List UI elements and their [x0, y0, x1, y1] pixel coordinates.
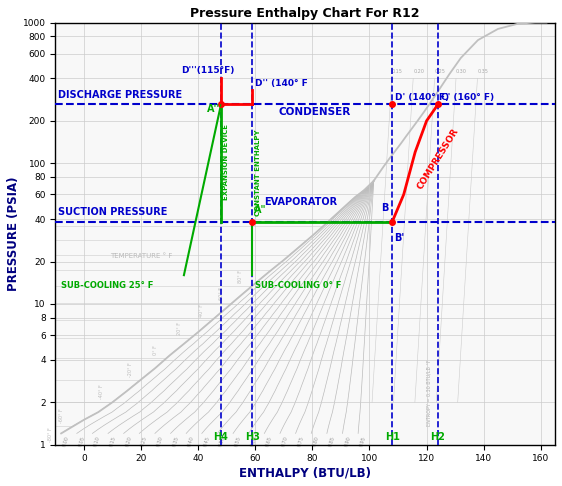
Text: DISCHARGE PRESSURE: DISCHARGE PRESSURE [58, 89, 183, 100]
Text: 0.40: 0.40 [187, 435, 195, 447]
Text: -40° F: -40° F [99, 384, 104, 399]
Text: SUB-COOLING 0° F: SUB-COOLING 0° F [255, 281, 342, 290]
Text: D' (140° F): D' (140° F) [395, 93, 449, 102]
Text: 20° F: 20° F [177, 322, 182, 335]
Text: SUCTION PRESSURE: SUCTION PRESSURE [58, 207, 167, 217]
Text: A''': A''' [207, 104, 223, 114]
Text: 0.20: 0.20 [125, 435, 133, 447]
Text: 0.50: 0.50 [218, 435, 226, 447]
Text: 0.75: 0.75 [297, 435, 305, 447]
Text: B': B' [394, 233, 404, 243]
Text: D'' (140° F: D'' (140° F [255, 79, 308, 88]
Text: 0.25: 0.25 [140, 435, 148, 447]
Text: 0.25: 0.25 [434, 69, 446, 74]
Text: 0.70: 0.70 [281, 435, 289, 447]
Text: D'''(115°F): D'''(115°F) [181, 66, 234, 75]
Text: H4: H4 [214, 432, 229, 442]
Text: H2: H2 [430, 432, 446, 442]
X-axis label: ENTHALPY (BTU/LB): ENTHALPY (BTU/LB) [239, 466, 371, 479]
Text: A": A" [254, 205, 266, 215]
Text: SUB-COOLING 25° F: SUB-COOLING 25° F [61, 281, 153, 290]
Text: H1: H1 [385, 432, 400, 442]
Y-axis label: PRESSURE (PSIA): PRESSURE (PSIA) [7, 176, 20, 291]
Text: CONDENSER: CONDENSER [278, 107, 350, 117]
Text: 0.30: 0.30 [156, 435, 164, 447]
Text: EVAPORATOR: EVAPORATOR [264, 197, 337, 208]
Text: -60° F: -60° F [59, 409, 64, 423]
Text: COMPRESSOR: COMPRESSOR [415, 127, 460, 191]
Text: CONSTANT ENTHALPY: CONSTANT ENTHALPY [255, 130, 261, 216]
Text: 0° F: 0° F [152, 346, 157, 355]
Text: 0.30: 0.30 [456, 69, 467, 74]
Text: 0.35: 0.35 [478, 69, 488, 74]
Text: 0.90: 0.90 [343, 435, 351, 447]
Text: 0.85: 0.85 [328, 435, 336, 447]
Text: 0.35: 0.35 [171, 435, 179, 447]
Text: 0.45: 0.45 [203, 435, 211, 447]
Title: Pressure Enthalpy Chart For R12: Pressure Enthalpy Chart For R12 [191, 7, 420, 20]
Text: EXPANSION DEVICE: EXPANSION DEVICE [223, 124, 229, 200]
Text: TEMPERATURE ° F: TEMPERATURE ° F [110, 253, 173, 259]
Text: 40° F: 40° F [199, 304, 204, 317]
Text: 0.95: 0.95 [359, 435, 367, 447]
Text: 0.10: 0.10 [93, 435, 101, 447]
Text: 0.80: 0.80 [312, 435, 320, 447]
Text: 60° F: 60° F [219, 287, 224, 300]
Text: 0.15: 0.15 [392, 69, 402, 74]
Text: 0.60: 0.60 [250, 435, 258, 447]
Text: 0.20: 0.20 [413, 69, 424, 74]
Text: 0.05: 0.05 [78, 435, 86, 447]
Text: H3: H3 [245, 432, 260, 442]
Text: 0.15: 0.15 [109, 435, 117, 447]
Text: 80° F: 80° F [238, 270, 243, 283]
Text: 0.65: 0.65 [265, 435, 273, 447]
Text: 0.00: 0.00 [62, 435, 70, 447]
Text: 0.55: 0.55 [234, 435, 242, 447]
Text: -20° F: -20° F [128, 362, 133, 377]
Text: C' (160° F): C' (160° F) [441, 93, 494, 102]
Text: B: B [381, 204, 388, 213]
Text: ENTROPY = 0.30 BTU/LB °F: ENTROPY = 0.30 BTU/LB °F [427, 360, 432, 426]
Text: -80° F: -80° F [48, 427, 53, 442]
